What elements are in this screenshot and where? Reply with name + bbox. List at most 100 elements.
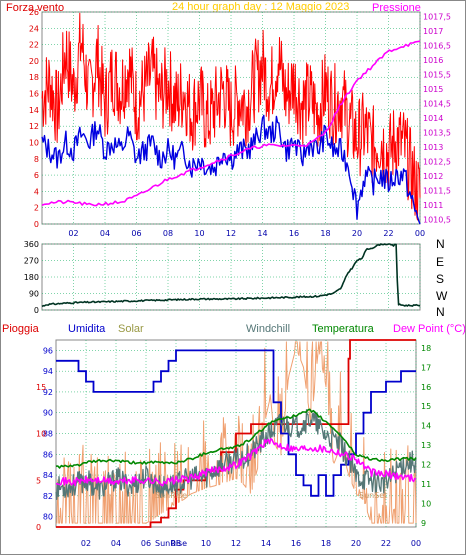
time-tick: 16 bbox=[291, 539, 301, 548]
humidity-tick: 88 bbox=[43, 430, 53, 439]
wind-speed-tick: 20 bbox=[29, 57, 39, 66]
direction-tick: 0 bbox=[34, 306, 39, 315]
legend-entry: Dew Point (°C) bbox=[393, 323, 466, 335]
compass-tick: E bbox=[436, 255, 444, 269]
rain-line bbox=[56, 339, 416, 528]
time-tick: 12 bbox=[231, 539, 241, 548]
wind-speed-tick: 2 bbox=[34, 204, 39, 213]
legend-entry: Solar bbox=[118, 323, 144, 335]
time-tick: 18 bbox=[320, 229, 330, 238]
time-tick: 04 bbox=[100, 229, 110, 238]
wind-direction-line bbox=[41, 243, 421, 308]
rain-tick: 5 bbox=[36, 476, 41, 485]
temperature-axis: 9 10 11 12 13 14 15 16 17 18 bbox=[421, 344, 431, 528]
direction-tick: 180 bbox=[24, 273, 39, 282]
wind-speed-tick: 8 bbox=[34, 155, 39, 164]
time-tick: 14 bbox=[261, 539, 271, 548]
wind-average-line bbox=[41, 114, 421, 225]
direction-tick: 90 bbox=[29, 290, 39, 299]
wind-speed-tick: 26 bbox=[29, 8, 39, 17]
sunset-label: SunSet bbox=[359, 491, 387, 500]
rain-humidity-temp-series bbox=[55, 339, 417, 528]
time-tick: 06 bbox=[131, 229, 141, 238]
humidity-tick: 96 bbox=[43, 346, 53, 355]
sunrise-axis-label: SunRise bbox=[155, 539, 187, 548]
wind-gust-line bbox=[41, 12, 421, 221]
legend: Pioggia Umidita Solar Windchill Temperatura D… bbox=[2, 323, 466, 335]
pressure-tick: 1012 bbox=[423, 172, 443, 181]
pressure-line bbox=[41, 40, 421, 207]
dewpoint-line bbox=[56, 438, 417, 487]
time-tick: 10 bbox=[201, 539, 211, 548]
pressure-axis: 1010,5 1011 1011,5 1012 1012,5 1013 1013,5 1014… bbox=[423, 12, 451, 224]
temperature-tick: 13 bbox=[421, 441, 431, 450]
sun-annotations: SunRise SunRise SunSet bbox=[155, 491, 387, 548]
direction-tick: 270 bbox=[24, 257, 39, 266]
wind-speed-tick: 24 bbox=[29, 24, 39, 33]
time-tick: 22 bbox=[383, 229, 393, 238]
legend-entry: Windchill bbox=[246, 323, 290, 335]
time-tick: 06 bbox=[141, 539, 151, 548]
wind-speed-tick: 6 bbox=[34, 171, 39, 180]
humidity-tick: 84 bbox=[43, 471, 53, 480]
direction-tick: 360 bbox=[24, 240, 39, 249]
wind-speed-tick: 18 bbox=[29, 73, 39, 82]
wind-speed-tick: 12 bbox=[29, 122, 39, 131]
legend-entry: Umidita bbox=[68, 323, 106, 335]
temperature-tick: 15 bbox=[421, 402, 431, 411]
time-tick: 08 bbox=[171, 539, 181, 548]
wind-speed-tick: 4 bbox=[34, 187, 39, 196]
pressure-tick: 1015,5 bbox=[423, 70, 451, 79]
time-tick: 02 bbox=[68, 229, 78, 238]
rain-humidity-temp-panel: 80 82 84 86 88 90 92 94 96 0 5 10 15 9 10 11 12 13 14 15 1… bbox=[36, 339, 431, 548]
humidity-line bbox=[56, 349, 416, 497]
humidity-tick: 86 bbox=[43, 450, 53, 459]
temperature-tick: 16 bbox=[421, 383, 431, 392]
wind-speed-tick: 22 bbox=[29, 41, 39, 50]
temperature-tick: 18 bbox=[421, 344, 431, 353]
time-tick: 20 bbox=[352, 229, 362, 238]
pressure-tick: 1013 bbox=[423, 143, 443, 152]
temperature-tick: 17 bbox=[421, 363, 431, 372]
rain-tick: 0 bbox=[36, 523, 41, 532]
compass-tick: S bbox=[436, 272, 444, 286]
time-tick: 00 bbox=[415, 229, 425, 238]
wind-direction-grid bbox=[42, 243, 421, 311]
legend-entry: Pioggia bbox=[2, 323, 40, 335]
pressure-tick: 1011 bbox=[423, 201, 443, 210]
temperature-tick: 10 bbox=[421, 500, 431, 509]
pressure-axis-title: Pressione bbox=[372, 2, 421, 14]
rain-axis: 0 5 10 15 bbox=[36, 383, 46, 532]
rain-tick: 15 bbox=[36, 383, 46, 392]
compass-tick: N bbox=[436, 237, 445, 251]
time-tick: 10 bbox=[194, 229, 204, 238]
pressure-tick: 1014 bbox=[423, 114, 443, 123]
time-tick: 20 bbox=[351, 539, 361, 548]
wind-pressure-series bbox=[41, 12, 421, 225]
temperature-tick: 12 bbox=[421, 461, 431, 470]
humidity-axis: 80 82 84 86 88 90 92 94 96 bbox=[43, 346, 53, 521]
temperature-tick: 11 bbox=[421, 480, 431, 489]
humidity-tick: 94 bbox=[43, 367, 53, 376]
pressure-tick: 1012,5 bbox=[423, 158, 451, 167]
pressure-tick: 1013,5 bbox=[423, 129, 451, 138]
pressure-tick: 1017 bbox=[423, 27, 443, 36]
temp-time-axis: 02 04 06 08 10 12 14 16 18 20 22 00 bbox=[81, 539, 421, 548]
pressure-tick: 1014,5 bbox=[423, 99, 451, 108]
chart-title: 24 hour graph day : 12 Maggio 2023 bbox=[172, 1, 349, 13]
pressure-tick: 1010,5 bbox=[423, 216, 451, 225]
time-tick: 02 bbox=[81, 539, 91, 548]
pressure-tick: 1016 bbox=[423, 56, 443, 65]
humidity-tick: 80 bbox=[43, 513, 53, 522]
time-tick: 12 bbox=[226, 229, 236, 238]
windchill-line bbox=[55, 409, 417, 500]
sunrise-label: SunRise bbox=[155, 491, 187, 500]
pressure-tick: 1015 bbox=[423, 85, 443, 94]
time-tick: 16 bbox=[289, 229, 299, 238]
pressure-tick: 1016,5 bbox=[423, 41, 451, 50]
temperature-tick: 9 bbox=[421, 519, 426, 528]
humidity-tick: 82 bbox=[43, 492, 53, 501]
